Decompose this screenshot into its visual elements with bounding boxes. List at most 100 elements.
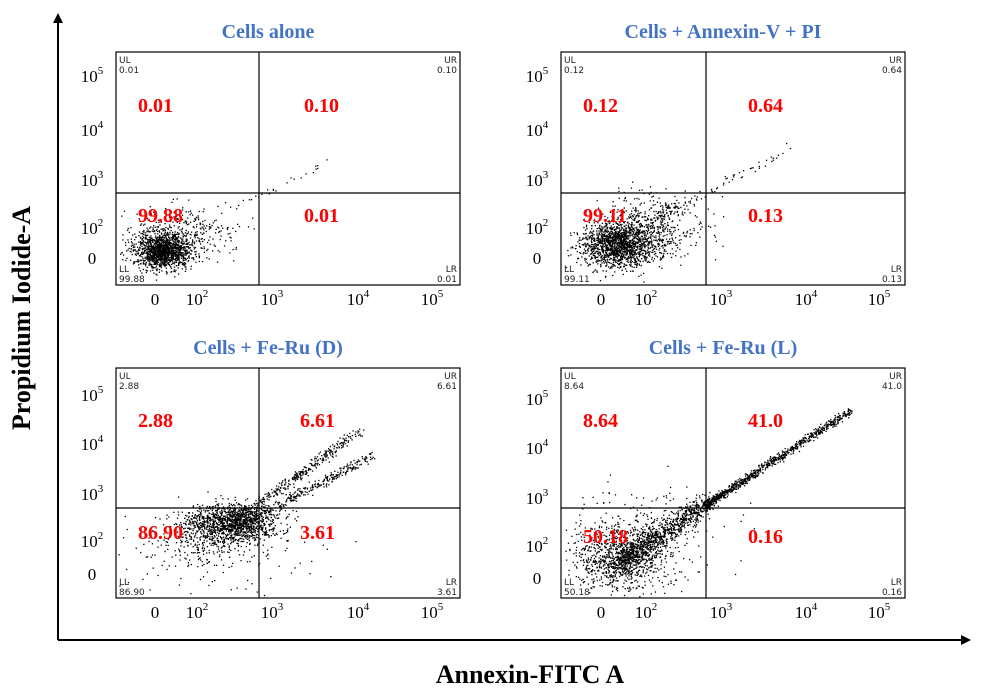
event-dot (238, 513, 240, 515)
event-dot (607, 226, 609, 228)
event-dot (201, 525, 203, 527)
event-dot (190, 234, 192, 236)
event-dot (638, 236, 640, 238)
event-dot (612, 240, 614, 242)
event-dot (150, 260, 152, 262)
event-dot (161, 270, 163, 272)
event-dot (148, 238, 150, 241)
event-dot (602, 227, 604, 229)
event-dot (266, 520, 268, 523)
quadrant-corner-value: 0.64 (882, 66, 902, 76)
event-dot (231, 515, 233, 518)
event-dot (591, 235, 594, 237)
event-dot (649, 186, 652, 188)
event-dot (632, 181, 634, 183)
event-dot (249, 526, 251, 528)
event-dot (155, 243, 157, 245)
event-dot (584, 259, 586, 261)
event-dot (236, 525, 238, 527)
event-dot (629, 246, 631, 248)
event-dot (219, 521, 222, 523)
quadrant-corner-value: 0.13 (882, 275, 902, 285)
event-dot (647, 244, 650, 246)
event-dot (169, 239, 171, 241)
event-dot (661, 244, 664, 247)
event-dot (213, 526, 215, 528)
event-dot (218, 227, 220, 229)
event-dot (647, 230, 649, 232)
event-dot (207, 248, 209, 250)
event-dot (638, 275, 640, 277)
event-dot (176, 244, 179, 246)
event-dot (142, 248, 144, 250)
event-dot (130, 227, 132, 229)
event-dot (222, 526, 224, 528)
event-dot (203, 246, 205, 248)
event-dot (645, 258, 647, 260)
event-dot (599, 239, 602, 241)
event-dot (612, 228, 614, 230)
event-dot (593, 249, 595, 251)
event-dot (580, 252, 582, 254)
event-dot (177, 258, 179, 261)
event-dot (231, 524, 233, 526)
event-dot (634, 263, 636, 266)
event-dot (607, 243, 610, 245)
event-dot (196, 516, 198, 518)
event-dot (585, 237, 587, 239)
event-dot (183, 246, 185, 248)
event-dot (174, 238, 176, 241)
event-dot (600, 241, 603, 244)
event-dot (582, 253, 584, 255)
event-dot (238, 534, 240, 537)
event-dot (161, 263, 163, 265)
event-dot (157, 251, 160, 253)
event-dot (608, 222, 610, 225)
event-dot (197, 215, 199, 217)
event-dot (195, 533, 197, 535)
event-dot (626, 227, 628, 229)
quadrant-percentage: 99.88 (138, 205, 183, 227)
event-dot (203, 516, 205, 518)
event-dot (175, 256, 177, 258)
event-dot (189, 214, 191, 216)
event-dot (208, 525, 210, 527)
event-dot (220, 520, 222, 522)
event-dot (714, 259, 717, 261)
event-dot (172, 243, 174, 245)
event-dot (594, 257, 596, 260)
event-dot (201, 226, 203, 228)
event-dot (772, 159, 774, 161)
event-dot (197, 514, 199, 517)
event-dot (629, 252, 631, 255)
quadrant-corner-label: UR (889, 56, 902, 66)
event-dot (638, 220, 640, 222)
event-dot (170, 256, 172, 258)
event-dot (652, 200, 655, 202)
event-dot (206, 525, 208, 527)
event-dot (264, 510, 267, 513)
event-dot (671, 210, 673, 212)
event-dot (583, 237, 585, 240)
event-dot (610, 241, 612, 243)
event-dot (157, 226, 160, 228)
event-dot (224, 528, 226, 531)
event-dot (264, 517, 267, 519)
event-dot (249, 516, 252, 518)
event-dot (613, 257, 615, 259)
event-dot (204, 227, 206, 229)
event-dot (607, 220, 609, 223)
event-dot (583, 244, 585, 246)
event-dot (649, 251, 651, 253)
event-dot (229, 533, 231, 535)
event-dot (239, 521, 241, 523)
event-dot (174, 271, 176, 273)
event-dot (636, 256, 638, 258)
event-dot (213, 525, 215, 527)
event-dot (666, 212, 668, 214)
event-dot (677, 228, 680, 231)
event-dot (607, 238, 610, 240)
event-dot (641, 258, 643, 260)
event-dot (217, 518, 219, 521)
event-dot (228, 523, 231, 525)
